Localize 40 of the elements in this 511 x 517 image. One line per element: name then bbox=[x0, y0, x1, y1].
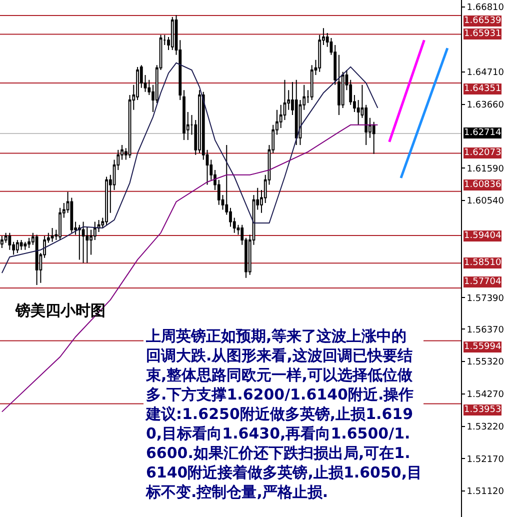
y-tick-label: 1.64710 bbox=[466, 68, 504, 78]
y-tick-label: 1.63660 bbox=[466, 100, 504, 110]
y-tick-label: 1.55320 bbox=[466, 358, 504, 368]
candlestick bbox=[82, 221, 85, 264]
ref-line-label: 1.65931 bbox=[464, 29, 502, 39]
candlestick bbox=[20, 239, 23, 250]
ref-line-label: 1.66539 bbox=[464, 16, 502, 26]
line-series bbox=[1, 62, 378, 274]
y-tick-label: 1.52170 bbox=[466, 454, 504, 465]
candlestick bbox=[35, 234, 38, 286]
candlestick bbox=[58, 207, 62, 240]
candlestick bbox=[16, 239, 19, 254]
y-tick-label: 1.57390 bbox=[466, 294, 504, 304]
ref-line-label: 1.57704 bbox=[464, 277, 502, 287]
ref-line-label: 1.62714 bbox=[464, 128, 502, 138]
ref-line-label: 1.60836 bbox=[464, 180, 502, 190]
candlestick bbox=[50, 227, 54, 242]
candlestick bbox=[372, 121, 376, 154]
candlestick bbox=[338, 54, 340, 116]
candlestick bbox=[294, 79, 298, 146]
ref-line-label: 1.58510 bbox=[464, 258, 502, 268]
candlestick bbox=[78, 224, 81, 260]
candlestick bbox=[28, 237, 30, 249]
y-tick-label: 1.51120 bbox=[466, 487, 504, 498]
candlestick bbox=[24, 241, 27, 250]
candlestick bbox=[86, 226, 89, 264]
y-tick-label: 1.66810 bbox=[466, 3, 504, 14]
candlestick bbox=[105, 176, 108, 226]
candlestick bbox=[182, 90, 186, 141]
ref-line-label: 1.59404 bbox=[464, 231, 502, 241]
ref-line-label: 1.55994 bbox=[464, 342, 502, 352]
y-tick-label: 1.60540 bbox=[466, 196, 504, 207]
text: 上周英镑正如预期,等来了这波上涨中的回调大跌.从图形来看,这波回调已快要结束,整体思路同欧元一样,可以选择低位做多.下方支撑1.6200/1.6140附近.操作建议:1.6250附近做多英镑,止损1.6190,目标看向1.6430,再看向1.6500/1.6600.如果汇价还下跌扫损出局,可在1.6140附近接着做多英镑,止损1.6050,目标不变.控制仓量,严格止损. bbox=[146, 327, 422, 501]
y-tick-label: 1.53220 bbox=[466, 422, 504, 432]
ref-line-label: 1.62073 bbox=[464, 148, 502, 158]
y-tick-label: 1.54270 bbox=[466, 390, 504, 400]
y-tick-label: 1.56370 bbox=[466, 325, 504, 336]
y-tick-label: 1.61590 bbox=[466, 164, 504, 174]
ref-line-label: 1.64351 bbox=[464, 84, 502, 94]
ref-line-label: 1.53953 bbox=[464, 405, 502, 415]
